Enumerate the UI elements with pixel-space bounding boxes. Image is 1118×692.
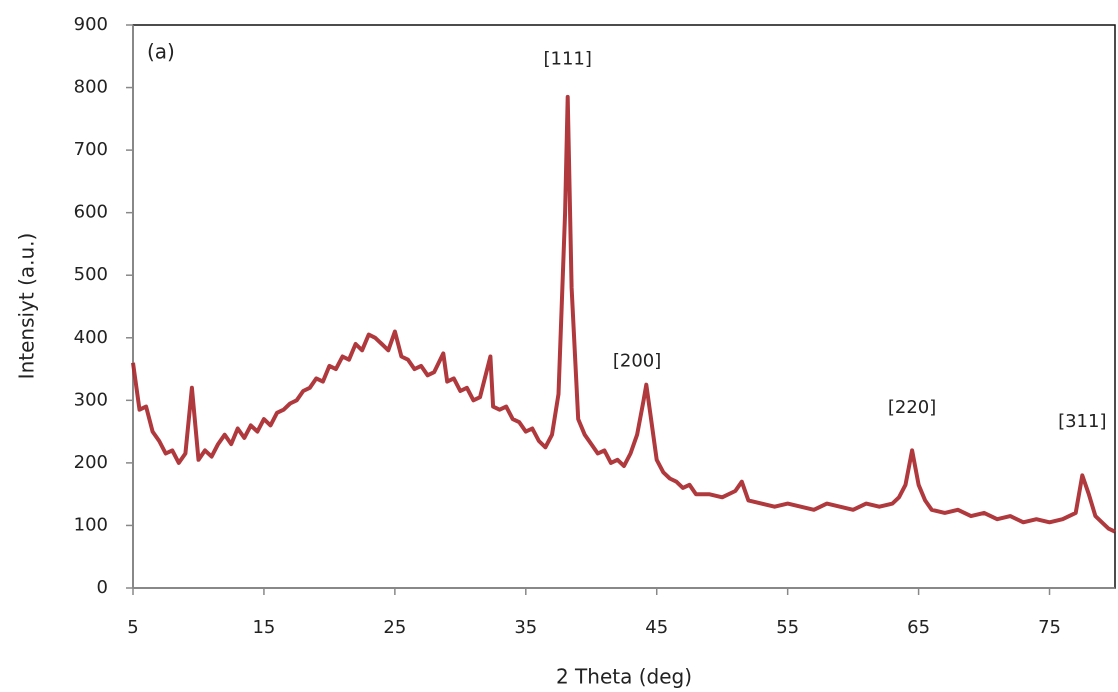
x-tick-label: 25 <box>383 617 406 638</box>
y-tick-label: 200 <box>74 452 108 473</box>
y-tick-label: 400 <box>74 327 108 348</box>
x-tick-label: 35 <box>514 617 537 638</box>
y-axis-label: Intensiyt (a.u.) <box>15 233 39 380</box>
x-axis-label: 2 Theta (deg) <box>556 665 692 689</box>
x-tick-label: 55 <box>776 617 799 638</box>
y-tick-label: 800 <box>74 77 108 98</box>
annotation: [311] <box>1058 411 1106 432</box>
y-tick-label: 600 <box>74 202 108 223</box>
y-tick-label: 500 <box>74 264 108 285</box>
annotation: [200] <box>613 351 661 372</box>
y-tick-label: 0 <box>97 577 108 598</box>
x-tick-label: 45 <box>645 617 668 638</box>
x-tick-label: 75 <box>1038 617 1061 638</box>
data-line <box>131 94 1116 534</box>
x-tick-label: 65 <box>907 617 930 638</box>
y-tick-label: 900 <box>74 14 108 35</box>
x-tick-label: 15 <box>252 617 275 638</box>
annotation: [111] <box>543 48 591 69</box>
annotation: (a) <box>147 40 175 64</box>
x-tick-label: 5 <box>127 617 138 638</box>
y-tick-label: 100 <box>74 514 108 535</box>
y-tick-label: 300 <box>74 389 108 410</box>
y-tick-label: 700 <box>74 139 108 160</box>
annotation: [220] <box>888 397 936 418</box>
